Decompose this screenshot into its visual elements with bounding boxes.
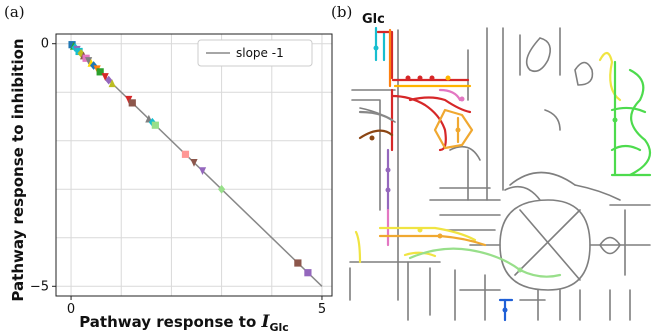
data-point-square [151, 121, 159, 129]
pathway-red-loop-2 [408, 96, 472, 114]
x-tick-label: 0 [67, 302, 75, 317]
pathway-lightgreen [408, 247, 562, 278]
data-point-square [181, 150, 190, 158]
data-points [68, 41, 312, 277]
x-axis-symbol: I [261, 312, 271, 332]
y-tick-label: 0 [41, 37, 49, 52]
data-point-triangle-down [85, 57, 93, 65]
pathway-pink [438, 88, 462, 102]
pathway-green-4 [610, 144, 642, 152]
data-point-square [68, 41, 76, 49]
x-axis-title-text: Pathway response to [79, 313, 261, 331]
gray-network [349, 27, 651, 321]
pathway-brown [358, 129, 394, 140]
pathway-gray-bend [358, 110, 394, 122]
pathway-markers [369, 45, 618, 313]
panel-a-scatter-plot: (a) Pathway response to inhibition Pathw… [4, 3, 333, 333]
y-tick-label: −5 [30, 279, 49, 294]
plot-frame [55, 33, 333, 297]
pathway-red-glc [376, 30, 394, 80]
pathway-yellow-right [598, 51, 622, 102]
grid-lines [56, 34, 332, 296]
x-tick-label: 5 [318, 302, 326, 317]
legend-box [197, 39, 313, 67]
legend: slope -1 [197, 39, 313, 67]
pathway-yellow-left [354, 230, 362, 264]
data-point-triangle-down [101, 73, 109, 81]
pathway-yellow-hex [433, 108, 474, 150]
pathway-yellow-lower [378, 226, 477, 242]
data-point-triangle-down [198, 167, 207, 176]
y-axis-title: Pathway response to inhibition [9, 38, 27, 301]
panel-b-label: (b) [331, 3, 352, 21]
x-axis-subscript: Glc [269, 321, 288, 333]
data-point-square [128, 99, 136, 107]
axis-ticks: 0 5 0 −5 [30, 37, 326, 317]
legend-label: slope -1 [236, 46, 284, 60]
panel-b-network-map: (b) Glc [331, 3, 652, 322]
data-point-square [96, 68, 104, 76]
data-point-triangle-down [190, 158, 198, 167]
data-point-square [294, 259, 302, 267]
pathway-green-2 [628, 68, 652, 177]
x-axis-title: Pathway response to IGlc [79, 312, 289, 333]
pathway-green-3 [610, 106, 647, 114]
glc-label: Glc [362, 12, 385, 27]
data-point-triangle [108, 79, 116, 88]
pathway-red-loop-1 [390, 94, 447, 152]
data-point-diamond [218, 184, 226, 194]
panel-a-label: (a) [4, 3, 25, 21]
data-point-square [304, 269, 312, 277]
data-point-diamond [105, 75, 113, 85]
plot-area: 0 5 0 −5 [30, 33, 333, 317]
pathway-yellow-bottom [403, 251, 437, 258]
